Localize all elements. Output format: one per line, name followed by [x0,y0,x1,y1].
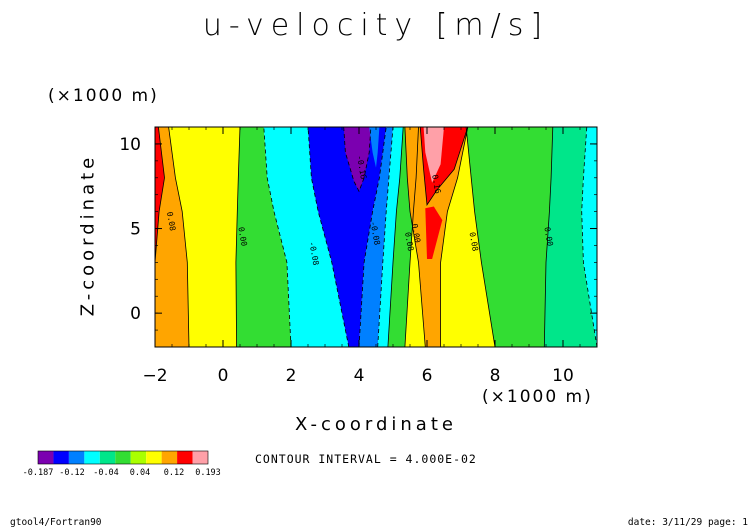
colorbar: -0.187 -0.12 -0.04 0.04 0.12 0.193 [23,450,221,478]
colorbar-tick-label: 0.04 [130,468,150,478]
x-axis-label: X-coordinate [295,414,457,435]
colorbar-swatch [130,451,147,464]
contour-line-6 [358,126,387,348]
contour-value-label: 0.08 [165,211,177,232]
contour-line-purple [343,126,372,193]
colorbar-swatch [84,451,100,464]
x-tick-label: 6 [422,366,433,386]
contour-value-label: -0.08 [369,221,382,246]
contour-value-label: -0.08 [307,241,320,266]
footer-date-page-label: date: 3/11/29 page: 1 [627,517,748,528]
contour-line-5 [307,126,350,348]
x-tick-label: 10 [552,366,574,386]
contour-line-4 [263,126,292,348]
contour-value-label: 0.08 [403,231,415,252]
x-tick-label: 4 [354,366,365,386]
fill-region-pink-top [423,127,444,183]
fill-band-cyan-mid [377,127,404,347]
y-tick-label: 10 [119,135,141,155]
plot-axes: −2 0 2 4 6 8 10 0 5 10 [119,126,598,386]
fill-band-blue [308,127,387,347]
colorbar-frame [37,450,209,465]
x-tick-label: −2 [142,366,167,386]
colorbar-swatch [115,451,131,464]
contour-value-label: 0.16 [430,174,442,195]
colorbar-swatch [192,451,208,464]
contour-interval-text: CONTOUR INTERVAL = 4.000E-02 [255,452,477,466]
fill-region-red-wedge [425,206,443,259]
contour-line-13 [543,126,554,348]
colorbar-swatch [146,451,162,464]
contour-value-label: 0.00 [542,226,554,247]
fill-band-cyan-left [263,127,349,347]
fill-region-purple [343,127,371,192]
colorbar-tick-label: -0.187 [23,468,54,478]
colorbar-tick-label: 0.12 [164,468,184,478]
colorbar-swatch [161,451,178,464]
fill-band-green2-right [544,127,597,347]
contour-value-label: -0.16 [355,155,368,180]
contour-fill-regions [155,127,597,347]
x-tick-label: 8 [490,366,501,386]
y-tick-label: 0 [130,304,141,324]
fill-band-orange-left [155,127,189,347]
x-tick-label: 2 [286,366,297,386]
contour-line-2 [168,126,190,348]
contour-line-3 [235,126,241,348]
colorbar-swatch [38,451,54,464]
fill-region-lightblue-top [369,127,380,168]
contour-value-label: 0.00 [236,226,248,247]
y-tick-label: 5 [130,220,141,240]
fill-band-green-left [235,127,291,347]
fill-band-yellow-right [440,127,495,347]
contour-line-8 [387,126,404,348]
y-axis-unit-label: (×1000 m) [48,86,159,106]
contour-line-14 [581,126,598,348]
colorbar-swatch [68,451,85,464]
contour-value-label: 0.00 [410,223,422,244]
chart-title: u-velocity [m/s] [202,8,550,43]
colorbar-tick-label: -0.04 [93,468,119,478]
x-tick-label: 0 [218,366,229,386]
x-axis-unit-label: (×1000 m) [482,387,593,407]
contour-line-7 [377,126,394,348]
fill-band-lightblue [359,127,393,347]
fill-band-yellow-left [168,127,240,347]
contour-line-12 [465,126,496,348]
fill-band-cyan-right [581,127,597,347]
contour-line-9 [404,126,419,348]
colorbar-swatch [99,451,116,464]
footer-program-label: gtool4/Fortran90 [10,517,102,528]
fill-band-green-right [466,127,553,347]
colorbar-swatch [177,451,193,464]
colorbar-swatch [53,451,69,464]
colorbar-tick-label: 0.193 [195,468,221,478]
contour-line-10 [404,126,426,348]
contour-labels: 0.080.00-0.08-0.16-0.08 0.000.080.160.08 0… [165,155,555,267]
colorbar-tick-label: -0.12 [59,468,85,478]
fill-band-red-left [155,127,165,347]
contour-value-label: 0.08 [468,231,480,252]
contour-line-red-top [419,126,469,206]
contour-line-11 [440,126,469,347]
